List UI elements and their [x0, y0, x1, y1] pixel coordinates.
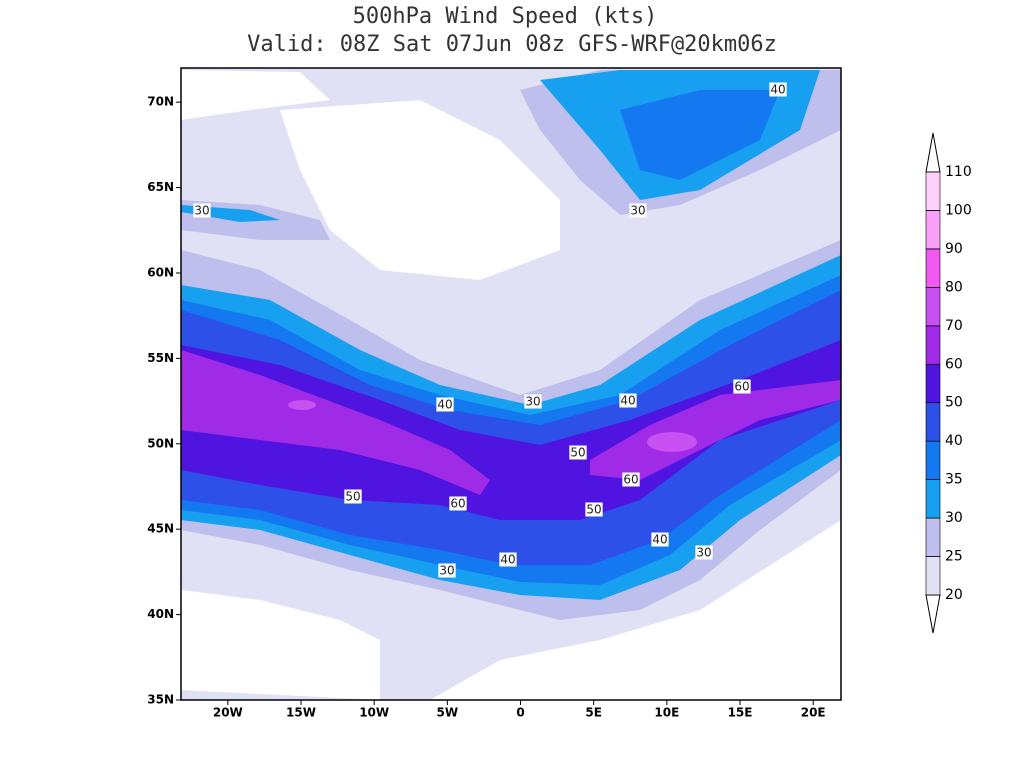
- contour-label: 50: [586, 503, 601, 517]
- map-frame: [180, 67, 842, 701]
- title-line2: Valid: 08Z Sat 07Jun 08z GFS-WRF@20km06z: [247, 32, 777, 57]
- lat-tick-label: 45N: [147, 522, 174, 536]
- lat-tick-label: 60N: [147, 265, 174, 279]
- contour-label-bg: [585, 502, 603, 517]
- field: [181, 590, 380, 700]
- contour-label-bg: [629, 203, 647, 218]
- field: [288, 400, 316, 410]
- contour-label-bg: [733, 379, 751, 394]
- contour-label: 40: [437, 398, 452, 412]
- lat-tick-label: 50N: [147, 436, 174, 450]
- colorbar-segment: [925, 363, 941, 404]
- field: [430, 520, 841, 700]
- contour-label-bg: [499, 552, 517, 567]
- lat-tick-label: 70N: [147, 95, 174, 109]
- colorbar-label: 80: [945, 279, 963, 295]
- lon-tick-label: 0: [516, 706, 524, 720]
- contour-label-bg: [651, 532, 669, 547]
- lon-tick-label: 5W: [437, 706, 459, 720]
- contour-label: 60: [734, 380, 749, 394]
- colorbar-label: 100: [945, 202, 972, 218]
- colorbar-arrow-top: [925, 132, 941, 173]
- contour-label-bg: [344, 489, 362, 504]
- colorbar-label: 50: [945, 395, 963, 411]
- contour-label-bg: [436, 397, 454, 412]
- contour-label: 30: [439, 564, 454, 578]
- contour-label: 30: [630, 204, 645, 218]
- contour-label: 30: [194, 204, 209, 218]
- contour-label: 50: [345, 490, 360, 504]
- contour-label-bg: [695, 545, 713, 560]
- field: [590, 380, 841, 480]
- colorbar-label: 40: [945, 433, 963, 449]
- colorbar-segment: [925, 517, 941, 557]
- colorbar-segment: [925, 479, 941, 519]
- field: [181, 70, 330, 120]
- colorbar-label: 60: [945, 356, 963, 372]
- colorbar-label: 70: [945, 318, 963, 334]
- lat-tick-label: 35N: [147, 693, 174, 707]
- colorbar-label: 90: [945, 241, 963, 257]
- colorbar-arrow-bottom: [925, 594, 941, 634]
- contour-label: 60: [450, 497, 465, 511]
- field: [647, 432, 697, 452]
- title-line1: 500hPa Wind Speed (kts): [353, 4, 658, 29]
- colorbar-label: 35: [945, 472, 963, 488]
- colorbar-label: 110: [945, 164, 972, 180]
- contour-label-bg: [619, 393, 637, 408]
- contour-labels: 40 30 30 40 30 40 60 50 60 50 60 50 40 3…: [193, 82, 787, 578]
- colorbar-segment: [925, 402, 941, 442]
- field: [280, 100, 560, 280]
- contour-label: 30: [696, 546, 711, 560]
- contour-label-bg: [438, 563, 456, 578]
- field: [181, 340, 841, 520]
- colorbar-segment: [925, 325, 941, 365]
- colorbar-segment: [925, 556, 941, 596]
- colorbar-segment: [925, 440, 941, 480]
- colorbar-segment: [925, 210, 941, 250]
- contour-label: 60: [623, 473, 638, 487]
- field: [181, 350, 490, 495]
- colorbar-label: 30: [945, 510, 963, 526]
- contour-label: 40: [620, 394, 635, 408]
- contour-label: 40: [770, 83, 785, 97]
- contour-label-bg: [193, 203, 211, 218]
- lon-tick-label: 20E: [801, 706, 826, 720]
- lon-tick-label: 15W: [286, 706, 316, 720]
- colorbar-label: 20: [945, 587, 963, 603]
- field: [620, 90, 780, 180]
- contour-label-bg: [622, 472, 640, 487]
- colorbar-label: 25: [945, 549, 963, 565]
- contour-label: 40: [500, 553, 515, 567]
- colorbar-segment: [925, 248, 941, 288]
- lat-tick-label: 55N: [147, 351, 174, 365]
- contour-label: 50: [570, 446, 585, 460]
- colorbar-segment: [925, 171, 941, 211]
- contour-label: 40: [652, 533, 667, 547]
- contour-label-bg: [449, 496, 467, 511]
- lon-tick-label: 15E: [728, 706, 753, 720]
- colorbar-segment: [925, 287, 941, 327]
- lon-tick-label: 10W: [359, 706, 389, 720]
- contour-label-bg: [769, 82, 787, 97]
- contour-label: 30: [525, 395, 540, 409]
- lat-tick-label: 65N: [147, 180, 174, 194]
- lon-tick-label: 5E: [585, 706, 602, 720]
- contour-label-bg: [524, 394, 542, 409]
- lat-tick-label: 40N: [147, 607, 174, 621]
- lon-tick-label: 10E: [654, 706, 679, 720]
- lon-tick-label: 20W: [213, 706, 243, 720]
- contour-label-bg: [569, 445, 587, 460]
